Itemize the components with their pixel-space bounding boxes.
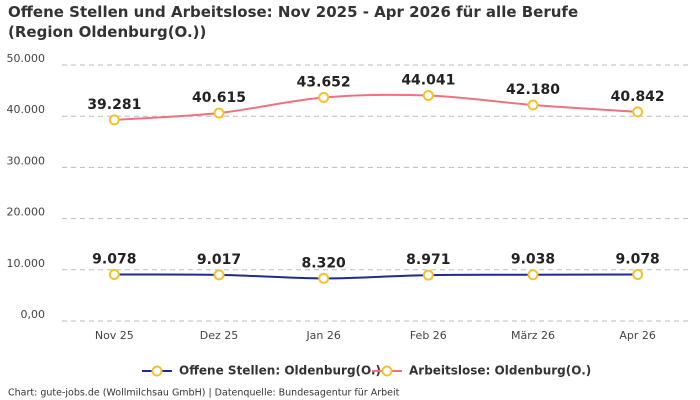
point: [527, 269, 539, 281]
x-tick-label: Jan 26: [305, 329, 340, 342]
value-label: 42.180: [506, 82, 560, 98]
value-label: 8.971: [406, 252, 450, 268]
legend-label: Arbeitslose: Oldenburg(O.): [409, 364, 591, 378]
point: [108, 114, 120, 126]
point: [318, 272, 330, 284]
value-label: 9.078: [92, 252, 136, 268]
point: [213, 269, 225, 281]
point: [422, 90, 434, 102]
credit: Chart: gute-jobs.de (Wollmilchsau GmbH) …: [8, 388, 400, 399]
legend-item: Offene Stellen: Oldenburg(O.): [142, 364, 381, 378]
y-tick-label: 30.000: [7, 154, 46, 167]
legend-label: Offene Stellen: Oldenburg(O.): [179, 364, 381, 378]
point: [108, 269, 120, 281]
value-label: 9.017: [197, 252, 241, 268]
x-tick-label: Apr 26: [619, 329, 656, 342]
value-label: 43.652: [297, 75, 351, 91]
chart-title: Offene Stellen und Arbeitslose: Nov 2025…: [8, 3, 579, 41]
series-line: [114, 93, 638, 121]
y-tick-label: 20.000: [7, 206, 46, 219]
y-tick-label: 50.000: [7, 52, 46, 65]
point: [632, 269, 644, 281]
x-tick-label: Nov 25: [95, 329, 134, 342]
value-label: 40.842: [611, 89, 665, 105]
point: [318, 92, 330, 104]
x-tick-label: Feb 26: [410, 329, 447, 342]
point: [632, 106, 644, 118]
legend-marker: [381, 365, 393, 377]
x-tick-label: Dez 25: [200, 329, 239, 342]
legend-item: Arbeitslose: Oldenburg(O.): [372, 364, 591, 378]
value-label: 39.281: [87, 97, 141, 113]
y-tick-label: 10.000: [7, 257, 46, 270]
x-tick-label: März 26: [511, 329, 555, 342]
point: [422, 269, 434, 281]
value-label: 9.038: [511, 252, 555, 268]
y-tick-label: 40.000: [7, 103, 46, 116]
y-tick-label: 0,00: [21, 308, 46, 321]
value-label: 44.041: [401, 73, 455, 89]
value-label: 40.615: [192, 90, 246, 106]
legend-marker: [151, 365, 163, 377]
point: [527, 99, 539, 111]
point: [213, 107, 225, 119]
value-label: 9.078: [616, 252, 660, 268]
value-label: 8.320: [302, 255, 347, 271]
series-line: [114, 273, 638, 280]
